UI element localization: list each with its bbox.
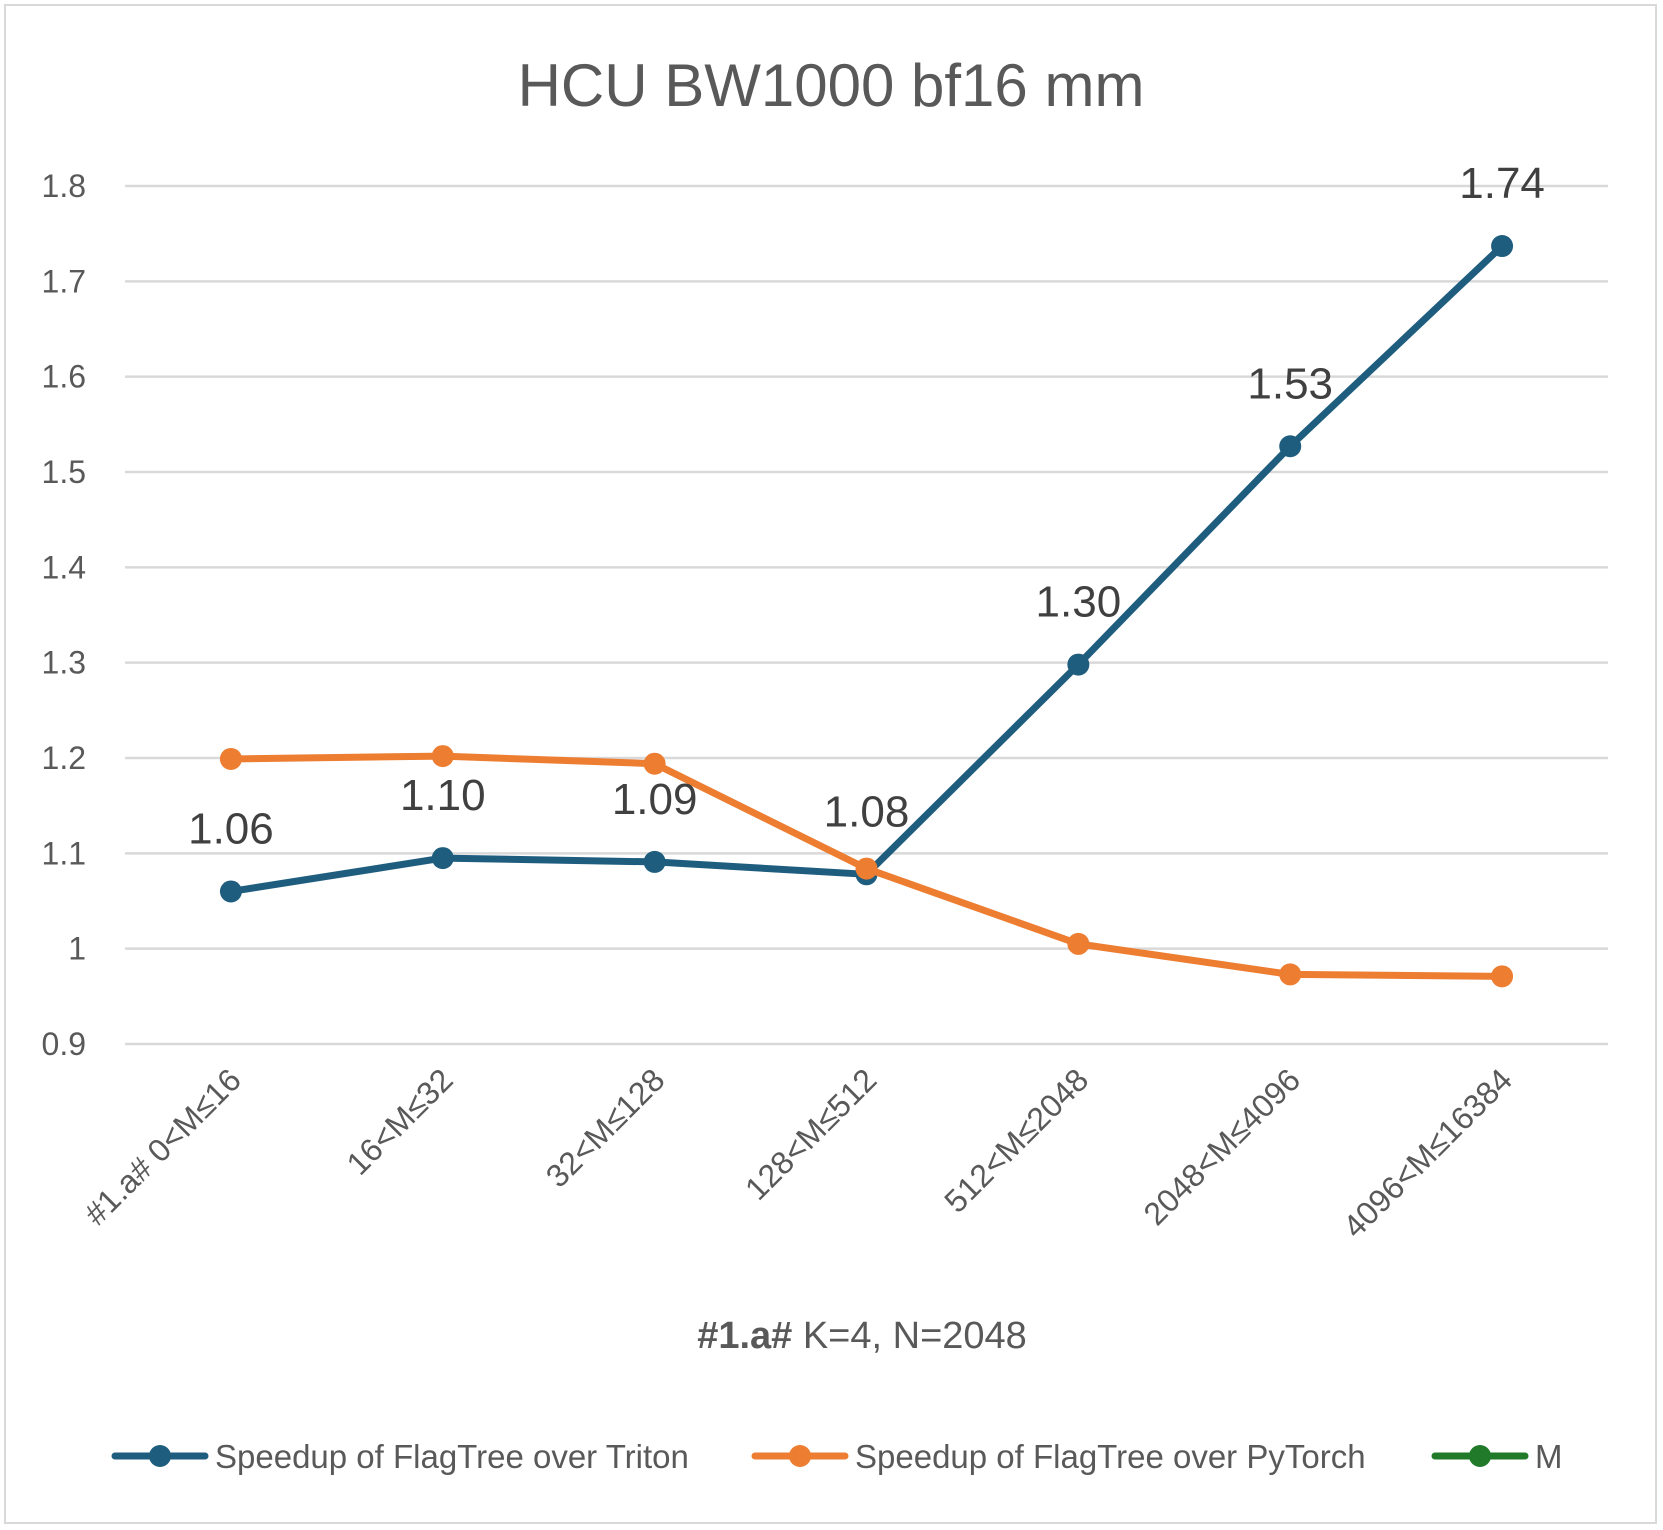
x-axis-title: #1.a# K=4, N=2048 (697, 1315, 1027, 1357)
data-label: 1.53 (1247, 359, 1333, 408)
data-label: 1.10 (400, 771, 486, 820)
data-label: 1.06 (188, 804, 274, 853)
data-point (855, 857, 878, 880)
y-tick-label: 1.7 (42, 263, 86, 299)
data-label: 1.08 (824, 787, 910, 836)
x-axis-ticks: #1.a# 0<M≤16 16<M≤32 32<M≤128 128<M≤512 512<… (77, 1061, 1519, 1244)
y-tick-label: 1.6 (42, 359, 86, 395)
x-tick-label: #1.a# 0<M≤16 (77, 1061, 248, 1232)
legend-swatch-marker (789, 1445, 811, 1467)
y-tick-label: 1.1 (42, 835, 86, 871)
data-point (1067, 932, 1090, 955)
legend-swatch-marker (149, 1445, 171, 1467)
data-point (1491, 235, 1514, 258)
data-point (219, 880, 242, 903)
y-tick-label: 0.9 (42, 1026, 86, 1062)
y-tick-label: 1 (68, 931, 86, 967)
y-tick-label: 1.8 (42, 168, 86, 204)
legend-label: Speedup of FlagTree over Triton (215, 1438, 689, 1475)
x-tick-label: 16<M≤32 (339, 1061, 459, 1181)
data-point (1279, 435, 1302, 458)
data-label: 1.74 (1459, 159, 1545, 208)
y-axis-ticks: 0.9 1 1.1 1.2 1.3 1.4 1.5 1.6 1.7 1.8 (42, 168, 86, 1062)
x-tick-label: 128<M≤512 (738, 1061, 883, 1206)
legend-label: M (1535, 1438, 1563, 1475)
y-tick-label: 1.5 (42, 454, 86, 490)
x-tick-label: 2048<M≤4096 (1137, 1061, 1308, 1232)
data-label: 1.30 (1036, 578, 1122, 627)
data-point (643, 850, 666, 873)
x-tick-label: 4096<M≤16384 (1336, 1061, 1519, 1244)
x-tick-label: 32<M≤128 (539, 1061, 672, 1194)
data-label: 1.09 (612, 775, 698, 824)
data-point (1491, 965, 1514, 988)
data-point (219, 747, 242, 770)
data-point (431, 745, 454, 768)
y-tick-label: 1.4 (42, 549, 86, 585)
data-labels: 1.06 1.10 1.09 1.08 1.30 1.53 1.74 (188, 159, 1545, 853)
x-tick-label: 512<M≤2048 (937, 1061, 1095, 1219)
y-tick-label: 1.2 (42, 740, 86, 776)
series-lines (219, 235, 1514, 988)
x-axis-title-rest: K=4, N=2048 (792, 1315, 1027, 1357)
legend: Speedup of FlagTree over Triton Speedup o… (111, 1438, 1563, 1475)
y-tick-label: 1.3 (42, 645, 86, 681)
x-axis-title-bold: #1.a# (697, 1315, 792, 1357)
legend-label: Speedup of FlagTree over PyTorch (855, 1438, 1366, 1475)
gridlines (125, 184, 1608, 1046)
chart-title: HCU BW1000 bf16 mm (518, 52, 1145, 119)
legend-swatch-marker (1469, 1445, 1491, 1467)
data-point (1279, 963, 1302, 986)
chart-frame (4, 4, 1657, 1524)
data-point (431, 847, 454, 870)
data-point (643, 752, 666, 775)
data-point (1067, 653, 1090, 676)
